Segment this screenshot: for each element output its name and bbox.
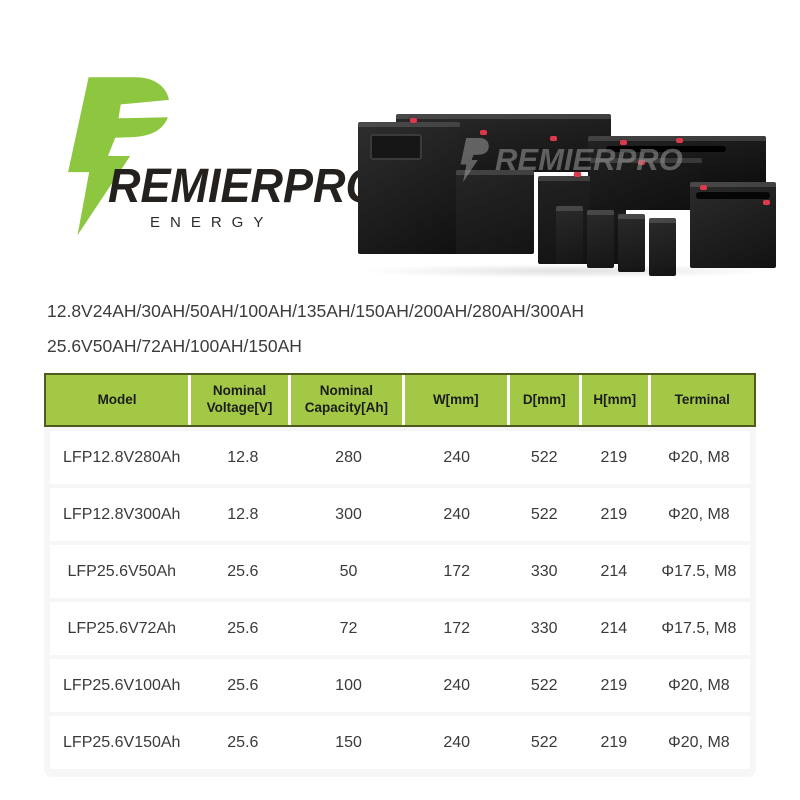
column-header: Nominal Voltage[V] — [191, 375, 291, 425]
table-cell: LFP25.6V72Ah — [67, 619, 177, 637]
table-cell: Φ20, M8 — [668, 676, 730, 694]
table-row: LFP25.6V72Ah 25.6 72 172 330 214 Φ17.5, M8 — [50, 602, 750, 655]
table-row: LFP12.8V280Ah 12.8 280 240 522 219 Φ20, M8 — [50, 431, 750, 484]
battery-box — [358, 122, 460, 254]
battery-box — [587, 210, 614, 268]
battery-box — [456, 170, 534, 254]
table-cell: Φ17.5, M8 — [661, 619, 737, 637]
table-cell: Φ20, M8 — [668, 505, 730, 523]
table-cell: Φ20, M8 — [668, 733, 730, 751]
battery-box — [690, 182, 776, 268]
battery-box — [590, 158, 702, 210]
table-cell: 240 — [443, 505, 471, 523]
brand-subtitle: ENERGY — [150, 214, 274, 231]
table-cell: 240 — [443, 676, 471, 694]
table-row: LFP12.8V300Ah 12.8 300 240 522 219 Φ20, M8 — [50, 488, 750, 541]
table-cell: 219 — [600, 505, 628, 523]
capacity-specs: 12.8V24AH/30AH/50AH/100AH/135AH/150AH/20… — [47, 294, 757, 364]
terminal-dot — [700, 185, 707, 190]
battery-box — [649, 218, 676, 276]
table-cell: LFP12.8V280Ah — [63, 448, 181, 466]
table-cell: LFP25.6V150Ah — [63, 733, 181, 751]
table-cell: 219 — [600, 448, 628, 466]
terminal-dot — [763, 200, 770, 205]
column-header: Terminal — [650, 375, 754, 425]
column-header: H[mm] — [581, 375, 651, 425]
table-cell: 522 — [530, 733, 558, 751]
column-header: D[mm] — [509, 375, 582, 425]
table-cell: 240 — [443, 733, 471, 751]
terminal-dot — [574, 172, 581, 177]
table-cell: LFP12.8V300Ah — [63, 505, 181, 523]
spec-table: Model Nominal Voltage[V] Nominal Capacity[… — [44, 373, 756, 777]
terminal-dot — [676, 138, 683, 143]
table-cell: LFP25.6V50Ah — [67, 562, 177, 580]
terminal-dot — [410, 118, 417, 123]
table-cell: 240 — [443, 448, 471, 466]
table-body: LFP12.8V280Ah 12.8 280 240 522 219 Φ20, M8 LFP1… — [44, 431, 756, 769]
battery-group-image: REMIERPRO — [338, 78, 790, 278]
table-cell: 25.6 — [227, 562, 259, 580]
table-row: LFP25.6V150Ah 25.6 150 240 522 219 Φ20, M8 — [50, 716, 750, 769]
table-cell: 214 — [600, 562, 628, 580]
table-cell: LFP25.6V100Ah — [63, 676, 181, 694]
table-cell: 330 — [530, 619, 558, 637]
image-shadow — [358, 264, 778, 278]
spec-line-1: 12.8V24AH/30AH/50AH/100AH/135AH/150AH/20… — [47, 301, 585, 321]
table-cell: Φ20, M8 — [668, 448, 730, 466]
table-cell: 280 — [335, 448, 362, 466]
table-cell: 25.6 — [227, 676, 259, 694]
table-cell: 72 — [339, 619, 358, 637]
table-cell: 330 — [530, 562, 558, 580]
table-cell: 150 — [335, 733, 362, 751]
table-cell: 522 — [530, 676, 558, 694]
table-cell: 172 — [443, 562, 471, 580]
terminal-dot — [620, 140, 627, 145]
spec-line-2: 25.6V50AH/72AH/100AH/150AH — [47, 336, 302, 356]
table-row: LFP25.6V100Ah 25.6 100 240 522 219 Φ20, M8 — [50, 659, 750, 712]
table-cell: 12.8 — [227, 448, 259, 466]
table-cell: 50 — [339, 562, 358, 580]
table-cell: 100 — [335, 676, 362, 694]
terminal-dot — [480, 130, 487, 135]
battery-box — [556, 206, 583, 264]
table-cell: 219 — [600, 733, 628, 751]
table-cell: 172 — [443, 619, 471, 637]
brand-logo: REMIERPRO ENERGY — [52, 62, 381, 247]
table-header-row: Model Nominal Voltage[V] Nominal Capacity[… — [44, 373, 756, 427]
terminal-dot — [550, 136, 557, 141]
table-cell: Φ17.5, M8 — [661, 562, 737, 580]
table-cell: 12.8 — [227, 505, 259, 523]
column-header: Nominal Capacity[Ah] — [290, 375, 405, 425]
brand-name: REMIERPRO — [108, 157, 381, 213]
table-cell: 522 — [530, 448, 558, 466]
table-cell: 219 — [600, 676, 628, 694]
column-header: W[mm] — [404, 375, 510, 425]
battery-box — [618, 214, 645, 272]
table-cell: 25.6 — [227, 733, 259, 751]
column-header: Model — [46, 375, 192, 425]
table-row: LFP25.6V50Ah 25.6 50 172 330 214 Φ17.5, M8 — [50, 545, 750, 598]
table-cell: 522 — [530, 505, 558, 523]
terminal-dot — [638, 160, 645, 165]
table-cell: 300 — [335, 505, 362, 523]
table-cell: 25.6 — [227, 619, 259, 637]
table-cell: 214 — [600, 619, 628, 637]
lightning-bolt-icon — [68, 77, 174, 236]
